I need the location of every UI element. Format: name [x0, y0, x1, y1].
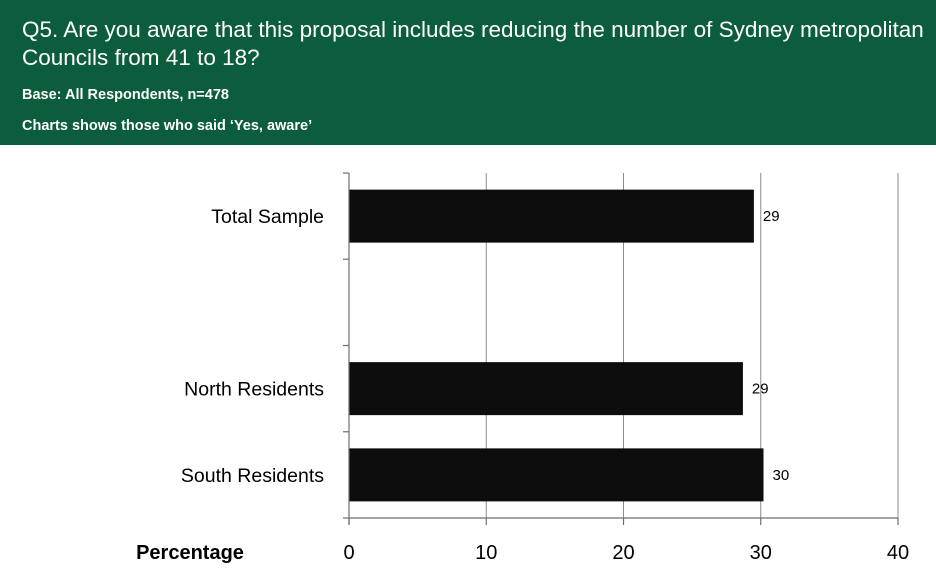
question-title: Q5. Are you aware that this proposal inc…	[22, 17, 924, 70]
x-tick-label: 0	[343, 542, 354, 564]
question-header: Q5. Are you aware that this proposal inc…	[0, 0, 936, 145]
data-label: 30	[772, 467, 789, 484]
bar	[349, 448, 764, 502]
chart-note: Charts shows those who said ‘Yes, aware’	[22, 118, 313, 134]
category-label: Total Sample	[211, 206, 324, 228]
category-label: South Residents	[181, 465, 324, 487]
chart-area: 29 Total Sample 29 North Residents 30 South R…	[0, 145, 936, 571]
bar-chart: 29 Total Sample 29 North Residents 30 South R…	[136, 172, 909, 564]
x-tick-label: 20	[612, 542, 634, 564]
bar	[349, 362, 743, 416]
category-label: North Residents	[184, 379, 324, 401]
base-note: Base: All Respondents, n=478	[22, 87, 229, 103]
bar	[349, 189, 754, 243]
x-tick-label: 40	[887, 542, 909, 564]
x-tick-label: 30	[750, 542, 772, 564]
x-axis-title: Percentage	[136, 542, 244, 564]
data-label: 29	[763, 208, 780, 225]
x-tick-label: 10	[475, 542, 497, 564]
data-label: 29	[752, 381, 769, 398]
